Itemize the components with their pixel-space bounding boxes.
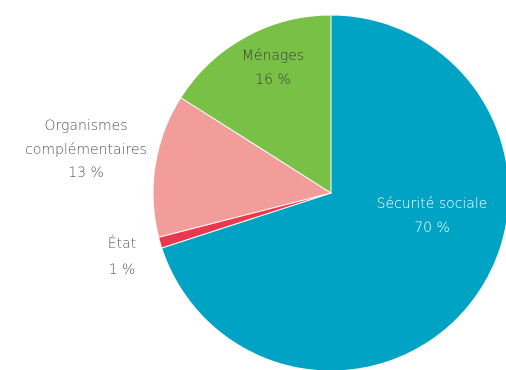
slice-value-menages: 16 % [255,72,291,88]
slice-value-organismes: 13 % [68,165,104,181]
pie-slices [152,14,506,370]
slice-organismes-complementaires [152,96,333,238]
slice-label-menages: Ménages [242,48,304,64]
slice-securite-sociale [161,14,506,370]
slice-value-securite-sociale: 70 % [414,220,450,236]
slice-value-etat: 1 % [109,262,136,278]
slice-label-organismes-line1: Organismes [44,118,127,134]
slice-label-organismes-line2: complémentaires [25,142,147,158]
slice-label-etat: État [108,235,136,252]
slice-label-securite-sociale: Sécurité sociale [377,196,488,212]
slice-menages [180,14,332,194]
